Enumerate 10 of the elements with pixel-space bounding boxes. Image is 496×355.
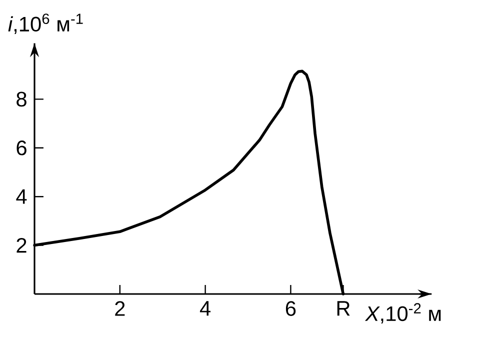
y-tick-label: 8 xyxy=(16,92,26,107)
x-tick-label: 2 xyxy=(115,301,125,316)
x-tick-label: 6 xyxy=(286,301,296,316)
x-tick-label: R xyxy=(337,301,350,316)
x-tick-label: 4 xyxy=(200,301,210,316)
y-axis-title: i,10$^{6}$ м$^{-1}$ xyxy=(8,14,83,34)
y-tick-label: 6 xyxy=(16,140,26,156)
y-tick-label: 2 xyxy=(16,238,26,253)
y-tick-label: 4 xyxy=(16,189,27,204)
x-axis-title: X,10$^{-2}$ м xyxy=(364,303,441,324)
